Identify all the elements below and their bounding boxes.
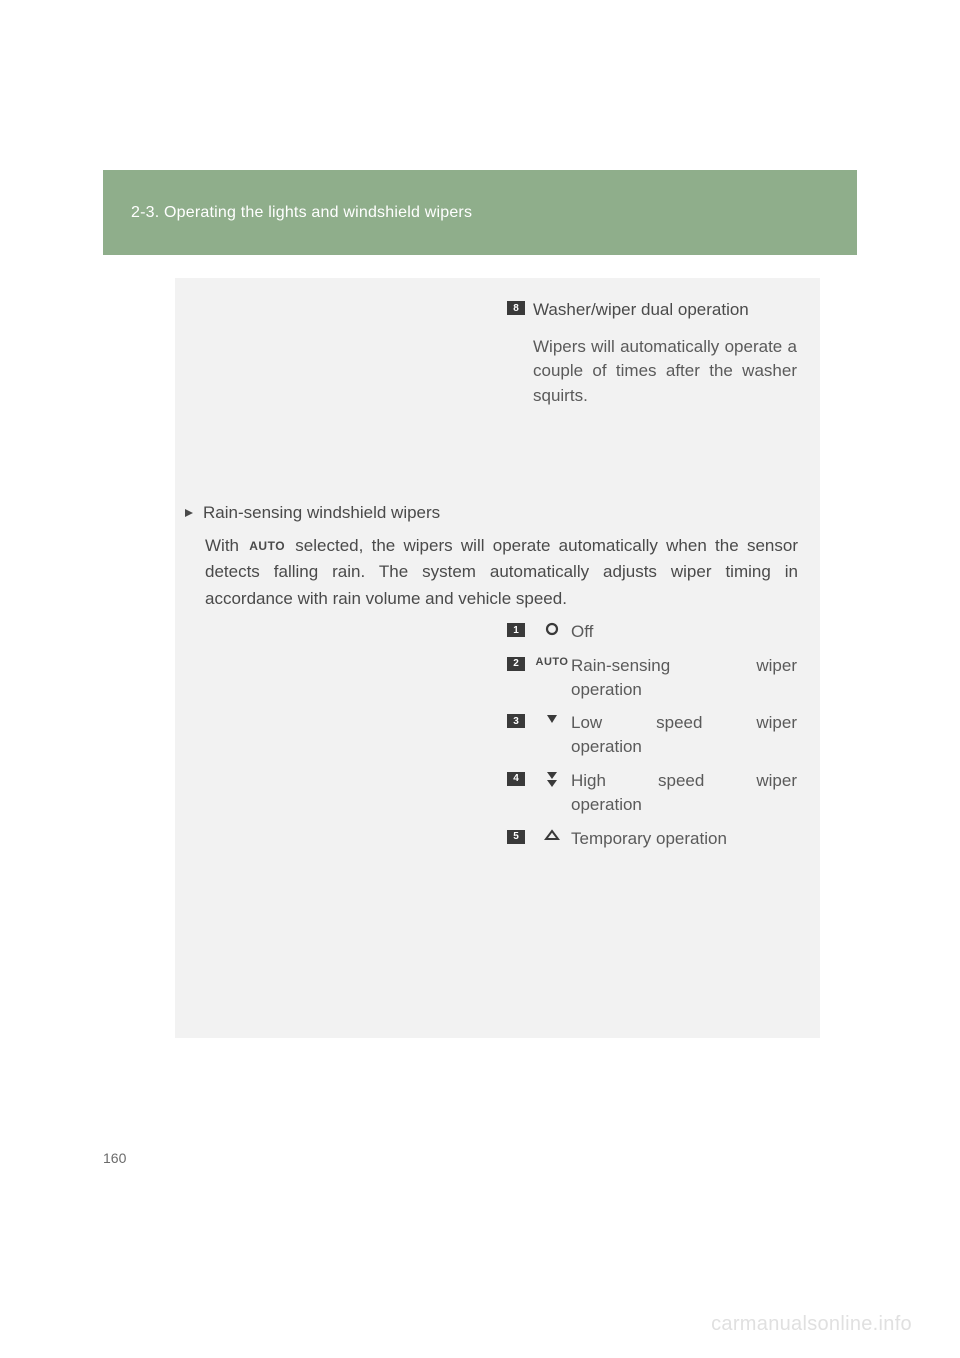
- callout-badge-5: 5: [507, 830, 525, 844]
- auto-mode-icon: AUTO: [533, 656, 571, 668]
- triangle-bullet-icon: [183, 507, 195, 519]
- option-row-1: 1 Off: [507, 620, 797, 644]
- item-8-description: Wipers will automatically oper­ate a cou…: [533, 335, 797, 409]
- rain-body-text: With AUTO selected, the wipers will oper…: [205, 533, 798, 612]
- option-3-label: Low speed wiper operation: [571, 711, 797, 759]
- rain-body-pre: With: [205, 536, 247, 555]
- option-4-label: High speed wiper operation: [571, 769, 797, 817]
- temporary-up-outline-icon: [533, 829, 571, 841]
- rain-section-heading: Rain-sensing windshield wipers: [183, 503, 798, 523]
- content-panel: 8 Washer/wiper dual operation Wipers wil…: [175, 278, 820, 1038]
- page-number: 160: [103, 1150, 126, 1166]
- rain-heading-text: Rain-sensing windshield wipers: [203, 503, 440, 523]
- callout-badge-1: 1: [507, 623, 525, 637]
- low-speed-down-icon: [533, 713, 571, 725]
- auto-mode-inline-label: AUTO: [247, 539, 287, 553]
- option-row-5: 5 Temporary operation: [507, 827, 797, 851]
- rain-body-post: selected, the wipers will operate automa…: [205, 536, 798, 608]
- callout-badge-2: 2: [507, 657, 525, 671]
- rain-sensing-section: Rain-sensing windshield wipers With AUTO…: [183, 503, 798, 612]
- option-5-label: Temporary operation: [571, 827, 797, 851]
- option-1-label: Off: [571, 620, 797, 644]
- callout-badge-4: 4: [507, 772, 525, 786]
- item-8-heading-row: 8 Washer/wiper dual operation: [507, 298, 797, 323]
- callout-badge-8: 8: [507, 301, 525, 315]
- section-header-text: 2-3. Operating the lights and windshield…: [131, 204, 472, 222]
- option-row-2: 2 AUTO Rain-sensing wiper operation: [507, 654, 797, 702]
- option-2-label: Rain-sensing wiper operation: [571, 654, 797, 702]
- section-header-bar: 2-3. Operating the lights and windshield…: [103, 170, 857, 255]
- callout-badge-3: 3: [507, 714, 525, 728]
- option-row-3: 3 Low speed wiper operation: [507, 711, 797, 759]
- watermark-text: carmanualsonline.info: [711, 1313, 912, 1336]
- item-8-title: Washer/wiper dual operation: [533, 298, 749, 323]
- off-circle-icon: [533, 622, 571, 636]
- high-speed-double-down-icon: [533, 771, 571, 789]
- wiper-options-list: 1 Off 2 AUTO Rain-sensing wiper operatio…: [507, 620, 797, 860]
- item-8-block: 8 Washer/wiper dual operation Wipers wil…: [507, 298, 797, 409]
- option-row-4: 4 High speed wiper operation: [507, 769, 797, 817]
